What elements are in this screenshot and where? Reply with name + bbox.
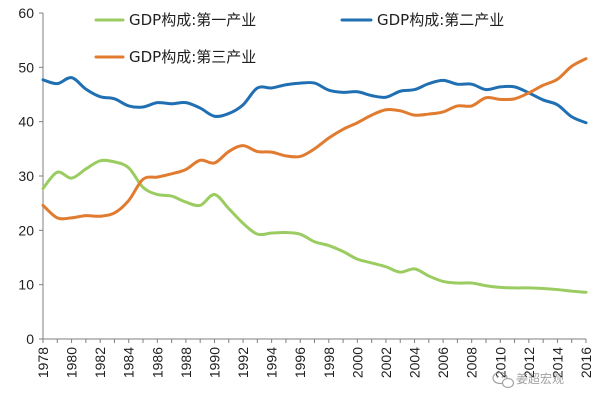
x-tick-label: 2004	[407, 347, 423, 378]
y-tick-label: 20	[18, 222, 34, 238]
x-tick-label: 2010	[492, 347, 508, 378]
x-tick-label: 2006	[435, 347, 451, 378]
x-tick-label: 2016	[578, 347, 594, 378]
series-line-primary	[41, 158, 588, 294]
axes	[42, 13, 586, 340]
series-line-tertiary	[41, 57, 588, 221]
watermark: 姜超宏观	[492, 371, 564, 389]
legend-item-tertiary: GDP构成:第三产业	[94, 48, 256, 66]
x-tick-label: 2000	[349, 347, 365, 378]
legend-item-secondary: GDP构成:第二产业	[340, 11, 504, 29]
legend-label-secondary: GDP构成:第二产业	[377, 11, 504, 29]
legend-label-tertiary: GDP构成:第三产业	[129, 48, 256, 66]
y-axis-ticks: 0 10 20 30 40 50 60	[18, 5, 43, 347]
series-lines	[41, 57, 588, 294]
x-tick-label: 1994	[264, 347, 280, 378]
y-tick-label: 0	[26, 331, 34, 347]
watermark-text: 姜超宏观	[516, 371, 564, 386]
legend-item-primary: GDP构成:第一产业	[94, 11, 256, 29]
x-tick-label: 1992	[235, 347, 251, 378]
legend-label-primary: GDP构成:第一产业	[129, 11, 256, 29]
x-tick-label: 1986	[149, 347, 165, 378]
x-tick-label: 1978	[35, 347, 51, 378]
y-tick-label: 50	[18, 59, 34, 75]
x-tick-label: 1998	[321, 347, 337, 378]
x-tick-label: 2014	[549, 347, 565, 378]
y-tick-label: 40	[18, 114, 34, 130]
x-tick-label: 1982	[92, 347, 108, 378]
x-tick-label: 2002	[378, 347, 394, 378]
x-axis-ticks: 1978 1980 1982 1984 1986 1988 1990 1992 1994 1996…	[35, 339, 594, 378]
series-line-secondary	[41, 76, 588, 125]
legend: GDP构成:第一产业 GDP构成:第二产业 GDP构成:第三产业	[94, 11, 504, 66]
x-tick-label: 2008	[464, 347, 480, 378]
y-tick-label: 30	[18, 168, 34, 184]
x-tick-label: 2012	[521, 347, 537, 378]
y-tick-label: 10	[18, 277, 34, 293]
x-tick-label: 1984	[121, 347, 137, 378]
x-tick-label: 1980	[64, 347, 80, 378]
x-tick-label: 1996	[292, 347, 308, 378]
x-tick-label: 1988	[178, 347, 194, 378]
x-tick-label: 1990	[206, 347, 222, 378]
y-tick-label: 60	[18, 5, 34, 21]
wechat-icon	[492, 371, 515, 389]
